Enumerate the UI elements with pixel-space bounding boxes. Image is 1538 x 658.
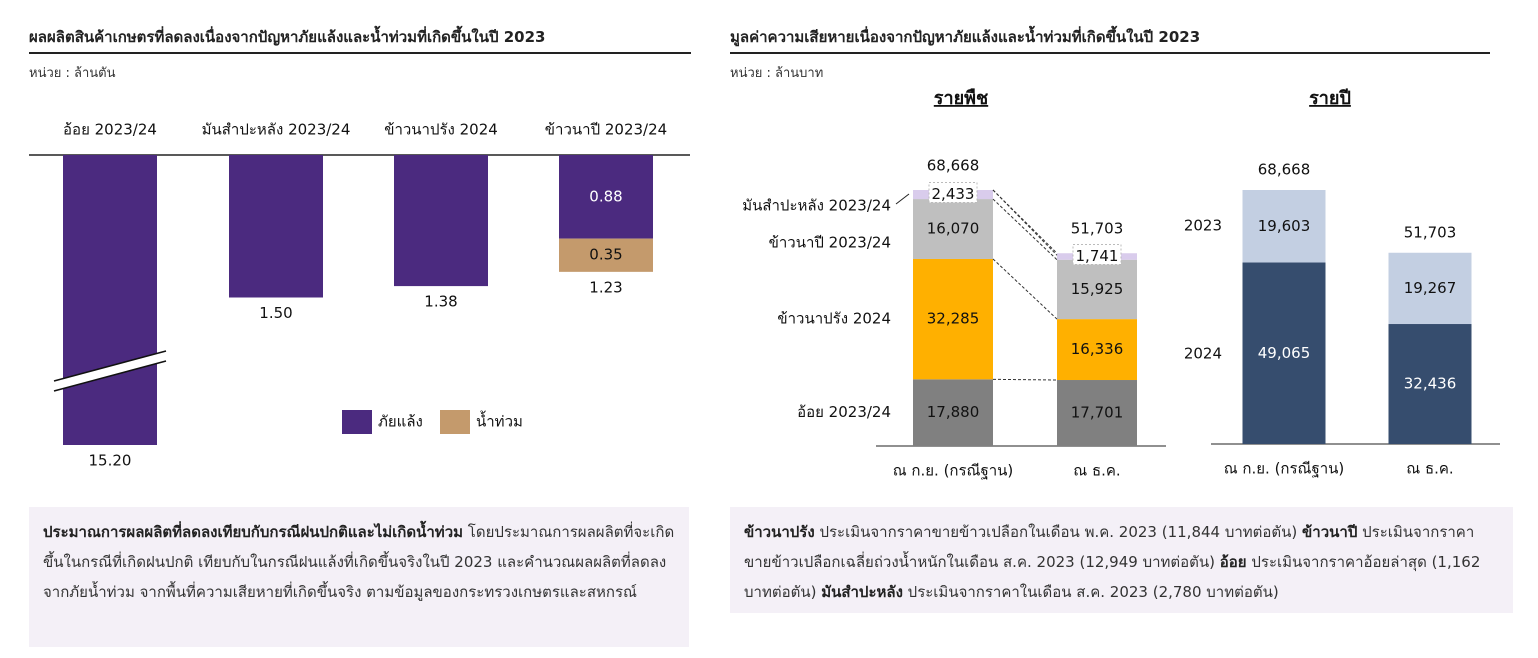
by-crop-connector — [992, 189, 1058, 256]
left-bar-drought — [559, 155, 653, 239]
by-crop-value-label: 2,433 — [932, 185, 975, 203]
right-chart-title: มูลค่าความเสียหายเนื่องจากปัญหาภัยแล้งแล… — [730, 28, 1201, 46]
by-crop-total-label: 51,703 — [1071, 220, 1124, 238]
by-crop-value-label: 16,336 — [1071, 340, 1124, 358]
by-year-heading: รายปี — [1309, 88, 1351, 109]
by-year-total-label: 68,668 — [1258, 161, 1311, 179]
by-crop-series-label: อ้อย 2023/24 — [797, 403, 891, 421]
by-crop-value-label: 15,925 — [1071, 280, 1124, 298]
legend-label: ภัยแล้ง — [378, 413, 423, 431]
axis-break-line — [53, 350, 167, 382]
right-note-text-3: ประเมินจากราคาอ้อยล่าสุด (1,162 บาทต่อตั… — [744, 553, 1481, 601]
right-note-text-2: ประเมินจากราคาขายข้าวเปลือกเฉลี่ยถ่วงน้ำ… — [744, 523, 1475, 571]
left-note-box: ประมาณการผลผลิตที่ลดลงเทียบกับกรณีฝนปกติ… — [29, 507, 689, 647]
by-crop-segment — [1057, 380, 1137, 446]
by-crop-label-leader — [895, 193, 910, 205]
by-crop-connector — [992, 258, 1058, 320]
by-crop-total-label: 68,668 — [927, 157, 980, 175]
by-crop-segment — [1057, 259, 1137, 320]
right-note-bold-3: อ้อย — [1219, 553, 1247, 571]
by-year-category-label: ณ ก.ย. (กรณีฐาน) — [1224, 460, 1345, 478]
left-segment-label: 0.88 — [589, 187, 622, 205]
by-year-value-label: 19,267 — [1404, 279, 1457, 297]
by-crop-segment — [1057, 319, 1137, 381]
left-unit-label: หน่วย : ล้านตัน — [29, 66, 116, 81]
by-year-value-label: 32,436 — [1404, 375, 1457, 393]
left-segment-label: 0.35 — [589, 246, 622, 264]
by-crop-connector — [992, 378, 1058, 381]
by-crop-segment — [913, 258, 993, 380]
left-category-label: ข้าวนาปรัง 2024 — [384, 121, 498, 139]
by-crop-connector — [992, 198, 1058, 261]
small-value-box — [1072, 243, 1122, 265]
by-crop-category-label: ณ ก.ย. (กรณีฐาน) — [893, 462, 1014, 480]
left-total-label: 1.50 — [259, 304, 292, 322]
by-crop-value-label: 17,701 — [1071, 404, 1124, 422]
by-crop-value-label: 32,285 — [927, 310, 980, 328]
axis-break-gap — [54, 351, 166, 391]
legend-label: น้ำท่วม — [476, 411, 523, 431]
left-category-label: ข้าวนาปี 2023/24 — [545, 121, 667, 139]
right-title-rule — [730, 52, 1490, 54]
by-crop-value-label: 1,741 — [1076, 247, 1119, 265]
by-year-value-label: 19,603 — [1258, 217, 1311, 235]
by-year-segment — [1242, 262, 1326, 444]
by-year-segment — [1242, 190, 1326, 263]
by-year-total-label: 51,703 — [1404, 223, 1457, 241]
right-note-box: ข้าวนาปรัง ประเมินจากราคาขายข้าวเปลือกใน… — [730, 507, 1513, 613]
left-bar-flood — [559, 238, 653, 272]
right-note-bold-4: มันสำปะหลัง — [821, 583, 903, 601]
by-crop-segment — [913, 199, 993, 259]
left-bar-drought — [394, 155, 488, 287]
axis-break-line — [53, 360, 167, 392]
by-crop-value-label: 17,880 — [927, 403, 980, 421]
by-crop-value-label: 16,070 — [927, 220, 980, 238]
by-crop-segment — [913, 379, 993, 446]
by-crop-connector — [992, 189, 1058, 254]
right-note-bold-2: ข้าวนาปี — [1302, 523, 1358, 541]
legend-swatch-flood — [440, 410, 470, 434]
left-note-text: โดยประมาณการผลผลิตที่จะเกิดขึ้นในกรณีที่… — [43, 523, 675, 601]
left-category-label: อ้อย 2023/24 — [63, 121, 157, 139]
by-year-series-label: 2023 — [1184, 217, 1222, 235]
by-year-value-label: 49,065 — [1258, 344, 1311, 362]
small-value-box — [928, 182, 978, 204]
right-note-text-1: ประเมินจากราคาขายข้าวเปลือกในเดือน พ.ค. … — [814, 523, 1303, 541]
left-total-label: 1.23 — [589, 278, 622, 296]
by-crop-series-label: มันสำปะหลัง 2023/24 — [742, 197, 891, 215]
right-note-bold-1: ข้าวนาปรัง — [744, 523, 815, 541]
by-year-series-label: 2024 — [1184, 345, 1222, 363]
by-crop-heading: รายพืช — [934, 88, 988, 109]
right-unit-label: หน่วย : ล้านบาท — [730, 66, 824, 81]
by-crop-series-label: ข้าวนาปี 2023/24 — [769, 234, 891, 252]
left-chart-title: ผลผลิตสินค้าเกษตรที่ลดลงเนื่องจากปัญหาภั… — [29, 28, 546, 46]
legend-swatch-drought — [342, 410, 372, 434]
left-total-label: 1.38 — [424, 293, 457, 311]
left-bar-drought — [63, 155, 157, 445]
by-crop-category-label: ณ ธ.ค. — [1073, 462, 1120, 480]
right-note-text-4: ประเมินจากราคาในเดือน ส.ค. 2023 (2,780 บ… — [902, 583, 1279, 601]
left-bar-drought — [229, 155, 323, 298]
by-year-segment — [1388, 252, 1472, 325]
left-note-bold: ประมาณการผลผลิตที่ลดลงเทียบกับกรณีฝนปกติ… — [43, 523, 464, 541]
by-year-category-label: ณ ธ.ค. — [1406, 460, 1453, 478]
by-crop-series-label: ข้าวนาปรัง 2024 — [777, 310, 891, 328]
left-category-label: มันสำปะหลัง 2023/24 — [202, 121, 351, 139]
left-total-label: 15.20 — [89, 452, 132, 470]
by-year-segment — [1388, 324, 1472, 444]
left-title-rule — [29, 52, 691, 54]
